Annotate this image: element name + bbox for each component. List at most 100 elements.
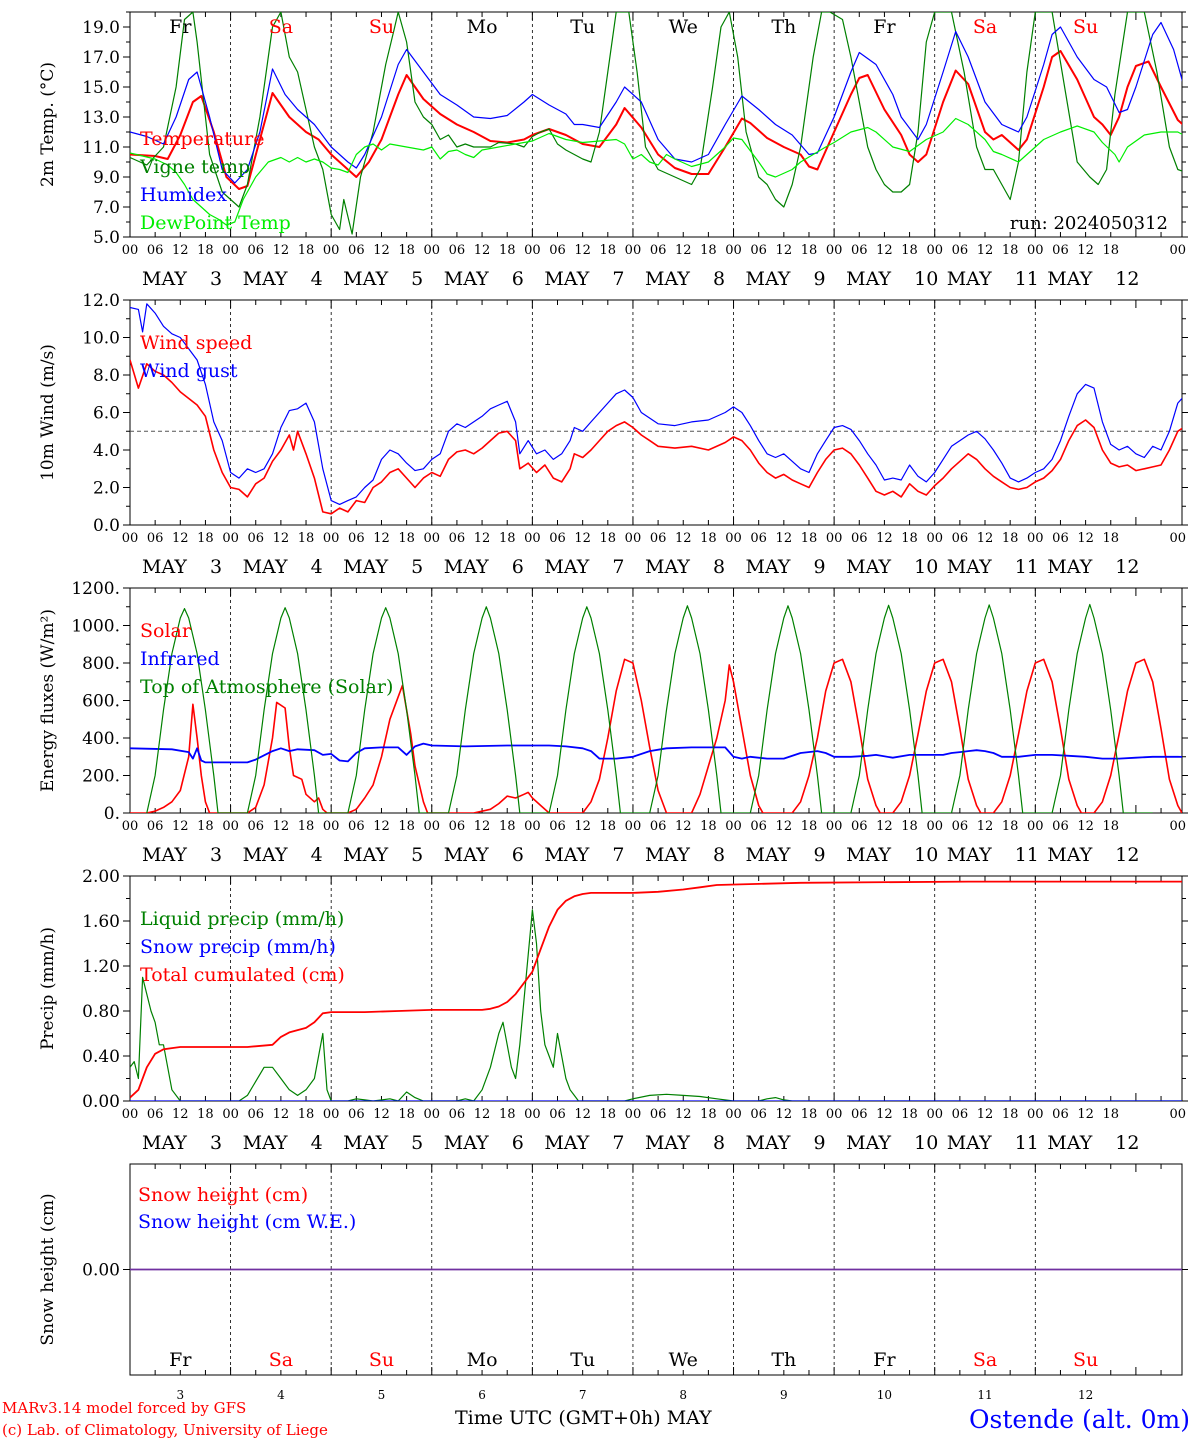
date-day-label: 8 [713,844,725,866]
weekday-label: Th [771,16,796,38]
hour-tick-label: 00 [323,819,340,834]
hour-tick-label: 06 [147,819,164,834]
hour-tick-label: 18 [700,819,717,834]
date-day-label: 6 [512,844,524,866]
hour-tick-label: 18 [197,243,214,258]
y-tick-label: 1.60 [82,912,120,932]
y-tick-label: 600. [82,692,120,712]
hour-tick-label: 00 [122,243,139,258]
date-day-label: 5 [411,556,423,578]
hour-tick-label: 18 [1102,819,1119,834]
x-axis-label: Time UTC (GMT+0h) MAY [455,1407,712,1429]
date-month-label: MAY [544,1132,589,1154]
hour-tick-label: 00 [524,531,541,546]
date-day-label: 8 [713,1132,725,1154]
y-axis-label: Precip (mm/h) [38,927,58,1050]
hour-tick-label: 18 [901,1107,918,1122]
day-number-label: 3 [176,1388,184,1402]
hour-tick-label: 18 [197,531,214,546]
date-month-label: MAY [544,556,589,578]
hour-tick-label: 06 [147,1107,164,1122]
legend-wind-speed: Wind speed [140,332,252,354]
legend-temperature: Temperature [140,128,264,150]
date-day-label: 10 [914,844,938,866]
date-month-label: MAY [645,1132,690,1154]
hour-tick-label: 06 [549,243,566,258]
date-day-label: 7 [612,556,624,578]
hour-tick-label: 00 [423,243,440,258]
day-number-label: 12 [1078,1388,1093,1402]
date-month-label: MAY [947,844,992,866]
y-tick-label: 10.0 [82,329,120,349]
hour-tick-label: 00 [625,819,642,834]
hour-tick-label: 00 [625,531,642,546]
hour-tick-label: 06 [348,243,365,258]
day-number-label: 4 [277,1388,285,1402]
day-number-label: 10 [877,1388,892,1402]
date-day-label: 9 [814,556,826,578]
hour-tick-label: 18 [1002,531,1019,546]
series-line-top-of-atmosphere-solar- [146,603,1153,813]
hour-tick-label: 18 [197,819,214,834]
date-day-label: 9 [814,844,826,866]
hour-tick-label: 12 [373,531,390,546]
hour-tick-label: 12 [273,531,290,546]
y-tick-label: 2.00 [82,867,120,887]
hour-tick-label: 18 [1102,243,1119,258]
hour-tick-label: 06 [147,243,164,258]
hour-tick-label: 00 [1170,819,1187,834]
y-axis-label: 10m Wind (m/s) [38,344,58,481]
hour-tick-label: 06 [851,243,868,258]
date-day-label: 7 [612,1132,624,1154]
hour-tick-label: 00 [826,1107,843,1122]
hour-tick-label: 00 [122,531,139,546]
hour-tick-label: 06 [549,1107,566,1122]
hour-tick-label: 00 [826,531,843,546]
hour-tick-label: 12 [373,819,390,834]
series-line-vigne-temp [130,12,1182,235]
date-month-label: MAY [1047,1132,1092,1154]
weekday-label: Sa [973,16,997,38]
weekday-label: We [669,1349,698,1371]
weekday-label: Mo [467,16,498,38]
weekday-label: Sa [973,1349,997,1371]
hour-tick-label: 18 [600,243,617,258]
hour-tick-label: 06 [851,531,868,546]
date-month-label: MAY [846,844,891,866]
y-axis-label: Energy fluxes (W/m²) [38,609,58,792]
hour-tick-label: 00 [725,1107,742,1122]
panel-3: 0. 200. 400. 600. 800. 1000. 1200. Energy fluxe… [38,579,1188,866]
panel-2: 0.0 2.0 4.0 6.0 8.0 10.0 12.0 10m Wind (m/s) Win… [38,291,1188,578]
y-tick-label: 4.0 [93,441,120,461]
date-month-label: MAY [343,268,388,290]
footer: MARv3.14 model forced by GFS (c) Lab. of… [2,1399,1190,1439]
date-month-label: MAY [142,844,187,866]
hour-tick-label: 18 [1102,1107,1119,1122]
weekday-label: Su [369,1349,394,1371]
weekday-label: Fr [873,16,896,38]
weekday-label: Fr [169,1349,192,1371]
hour-tick-label: 00 [1027,819,1044,834]
legend-dewpoint-temp: DewPoint Temp [140,212,291,234]
hour-tick-label: 06 [449,819,466,834]
weekday-label: Tu [570,16,595,38]
series-line-temperature [130,50,1182,190]
hour-tick-label: 00 [625,1107,642,1122]
hour-tick-label: 12 [977,243,994,258]
hour-tick-label: 18 [499,531,516,546]
hour-tick-label: 12 [675,531,692,546]
hour-tick-label: 06 [1052,1107,1069,1122]
weekday-label: Th [771,1349,796,1371]
hour-tick-label: 12 [373,1107,390,1122]
hour-tick-label: 06 [1052,531,1069,546]
hour-tick-label: 12 [373,243,390,258]
hour-tick-label: 18 [1002,819,1019,834]
date-month-label: MAY [444,268,489,290]
hour-tick-label: 00 [222,1107,239,1122]
date-month-label: MAY [142,1132,187,1154]
hour-tick-label: 12 [273,819,290,834]
hour-tick-label: 18 [1002,1107,1019,1122]
weekday-label: We [669,16,698,38]
hour-tick-label: 18 [901,819,918,834]
date-day-label: 5 [411,1132,423,1154]
